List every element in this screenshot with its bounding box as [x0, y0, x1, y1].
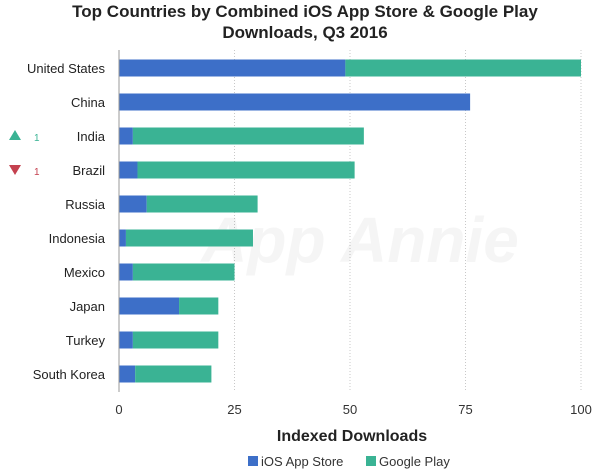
bar-ios-app-store-turkey: [119, 331, 133, 349]
bar-google-play-russia: [146, 195, 258, 213]
bar-google-play-brazil: [137, 161, 355, 179]
category-label: Japan: [70, 299, 105, 314]
rank-change-indicators: 11: [9, 130, 40, 178]
x-tick-labels: 0 25 50 75 100: [115, 402, 591, 417]
category-label: Mexico: [64, 265, 105, 280]
category-label: United States: [27, 61, 106, 76]
x-tick-label: 50: [343, 402, 357, 417]
bar-ios-app-store-japan: [119, 297, 180, 315]
category-label: China: [71, 95, 106, 110]
rank-change-value: 1: [34, 133, 40, 144]
category-label: India: [77, 129, 106, 144]
bar-ios-app-store-russia: [119, 195, 147, 213]
legend: iOS App Store Google Play: [248, 454, 450, 469]
bar-ios-app-store-south-korea: [119, 365, 136, 383]
x-tick-label: 0: [115, 402, 122, 417]
chart-title-line-1: Top Countries by Combined iOS App Store …: [72, 2, 538, 21]
chart-title-line-2: Downloads, Q3 2016: [222, 23, 387, 42]
legend-swatch-ios-app-store: [248, 456, 258, 466]
x-tick-label: 75: [458, 402, 472, 417]
bar-ios-app-store-india: [119, 127, 133, 145]
category-label: Brazil: [72, 163, 105, 178]
x-axis-label: Indexed Downloads: [277, 428, 427, 445]
rank-up-icon: [9, 130, 21, 140]
bar-google-play-united-states: [345, 59, 581, 77]
category-label: Indonesia: [49, 231, 106, 246]
bars-group: [119, 59, 581, 383]
bar-ios-app-store-brazil: [119, 161, 138, 179]
category-label: Russia: [65, 197, 106, 212]
bar-ios-app-store-mexico: [119, 263, 133, 281]
bar-google-play-japan: [179, 297, 219, 315]
bar-google-play-south-korea: [135, 365, 212, 383]
bar-ios-app-store-china: [119, 93, 471, 111]
x-tick-label: 25: [227, 402, 241, 417]
rank-down-icon: [9, 165, 21, 175]
category-label: South Korea: [33, 367, 106, 382]
bar-ios-app-store-indonesia: [119, 229, 126, 247]
legend-label: Google Play: [379, 454, 450, 469]
legend-swatch-google-play: [366, 456, 376, 466]
bar-ios-app-store-united-states: [119, 59, 346, 77]
bar-google-play-mexico: [132, 263, 235, 281]
bar-google-play-india: [132, 127, 364, 145]
rank-change-value: 1: [34, 167, 40, 178]
x-tick-label: 100: [570, 402, 592, 417]
category-labels: United States China India Brazil Russia Indon…: [27, 61, 106, 382]
bar-google-play-indonesia: [125, 229, 253, 247]
category-label: Turkey: [66, 333, 106, 348]
legend-label: iOS App Store: [261, 454, 343, 469]
bar-google-play-turkey: [132, 331, 219, 349]
